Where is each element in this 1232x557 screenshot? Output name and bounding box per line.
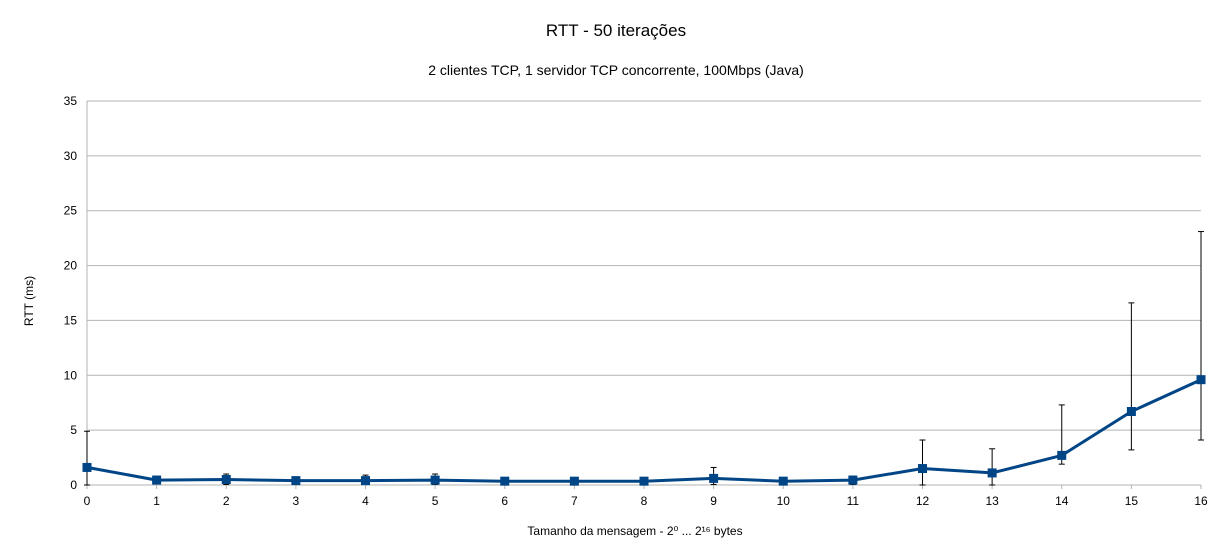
x-tick-label-12: 12 xyxy=(916,494,930,508)
data-point-15 xyxy=(1126,406,1136,416)
gridlines xyxy=(86,100,1202,489)
data-point-5 xyxy=(430,475,440,485)
x-tick-label-6: 6 xyxy=(501,494,508,508)
data-point-16 xyxy=(1196,375,1206,385)
data-point-4 xyxy=(361,476,370,486)
series-points xyxy=(82,375,1206,486)
x-tick-label-13: 13 xyxy=(985,494,999,508)
y-tick-label-20: 20 xyxy=(64,259,78,273)
x-tick-label-2: 2 xyxy=(223,494,230,508)
data-point-9 xyxy=(709,473,719,483)
data-point-0 xyxy=(82,462,92,472)
data-point-12 xyxy=(918,464,927,474)
y-tick-label-25: 25 xyxy=(64,204,78,218)
x-tick-label-14: 14 xyxy=(1055,494,1069,508)
y-tick-label-30: 30 xyxy=(64,149,78,163)
x-tick-label-11: 11 xyxy=(847,494,860,508)
x-tick-label-16: 16 xyxy=(1194,494,1208,508)
data-point-13 xyxy=(987,468,997,478)
data-point-14 xyxy=(1057,450,1067,460)
x-tick-label-3: 3 xyxy=(293,494,300,508)
data-point-6 xyxy=(500,476,510,486)
data-point-2 xyxy=(221,475,231,485)
x-tick-label-5: 5 xyxy=(432,494,439,508)
chart-subtitle: 2 clientes TCP, 1 servidor TCP concorren… xyxy=(428,62,804,78)
error-bars xyxy=(84,231,1204,486)
y-tick-label-15: 15 xyxy=(64,313,78,327)
y-axis-label: RTT (ms) xyxy=(22,276,36,326)
x-tick-label-10: 10 xyxy=(777,494,791,508)
x-tick-label-0: 0 xyxy=(84,494,91,508)
data-point-1 xyxy=(152,475,162,485)
x-tick-label-4: 4 xyxy=(362,494,369,508)
x-tick-labels: 0 1 2 3 4 5 6 7 8 9 10 11 12 13 14 15 16 xyxy=(84,494,1208,508)
x-tick-label-7: 7 xyxy=(571,494,578,508)
y-tick-label-35: 35 xyxy=(64,94,78,108)
y-tick-label-10: 10 xyxy=(64,368,78,382)
data-point-10 xyxy=(778,476,788,486)
y-tick-labels: 0 5 10 15 20 25 30 35 xyxy=(64,94,78,492)
x-tick-label-1: 1 xyxy=(153,494,160,508)
data-point-8 xyxy=(639,476,649,486)
data-point-11 xyxy=(848,475,858,485)
data-point-3 xyxy=(291,476,301,486)
x-axis-label: Tamanho da mensagem - 2⁰ ... 2¹⁶ bytes xyxy=(527,524,742,538)
data-point-7 xyxy=(569,476,579,486)
x-tick-label-15: 15 xyxy=(1125,494,1139,508)
y-tick-label-0: 0 xyxy=(70,478,77,492)
x-tick-label-8: 8 xyxy=(641,494,648,508)
y-tick-label-5: 5 xyxy=(70,423,77,437)
x-tick-label-9: 9 xyxy=(710,494,717,508)
chart-title: RTT - 50 iterações xyxy=(546,21,686,40)
